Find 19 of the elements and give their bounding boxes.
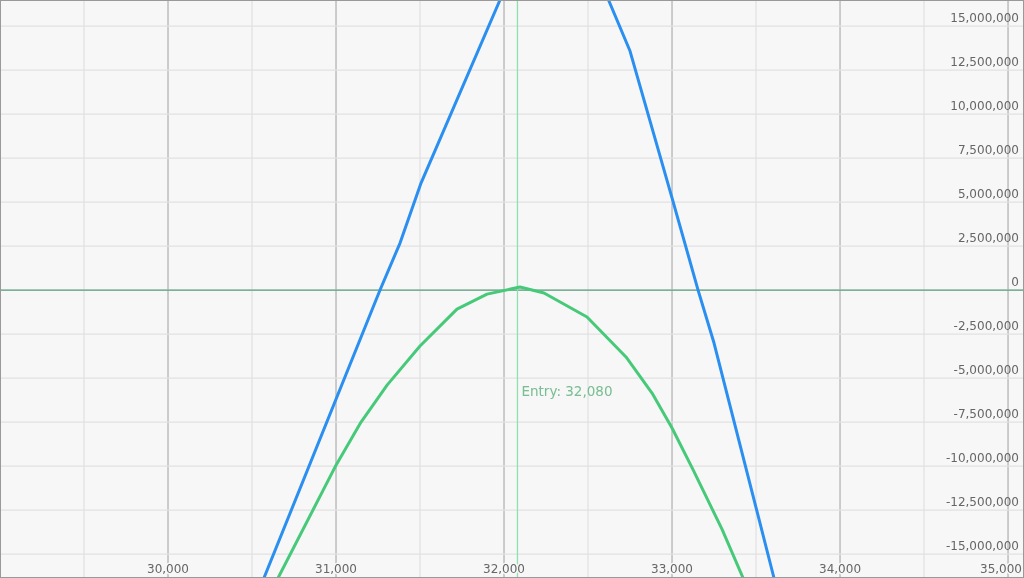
x-tick-label: 35,000: [980, 562, 1022, 576]
y-tick-label: -10,000,000: [945, 451, 1019, 466]
y-tick-label: 2,500,000: [957, 231, 1019, 246]
x-tick-label: 31,000: [315, 562, 358, 576]
y-tick-label: 10,000,000: [950, 99, 1019, 114]
y-tick-label: -7,500,000: [953, 407, 1019, 422]
y-tick-label: -12,500,000: [945, 495, 1019, 510]
y-tick-label: -2,500,000: [953, 319, 1019, 334]
y-tick-label: 0: [1011, 275, 1019, 290]
y-tick-label: 12,500,000: [950, 55, 1019, 70]
y-tick-label: -15,000,000: [945, 539, 1019, 554]
y-tick-label: 15,000,000: [950, 11, 1019, 26]
x-tick-label: 33,000: [651, 562, 694, 576]
y-tick-label: -5,000,000: [953, 363, 1019, 378]
x-tick-label: 34,000: [819, 562, 862, 576]
ref-line-label: Entry: 32,080: [521, 383, 613, 399]
x-tick-label: 30,000: [147, 562, 190, 576]
y-tick-label: 5,000,000: [957, 187, 1019, 202]
y-tick-label: 7,500,000: [957, 143, 1019, 158]
